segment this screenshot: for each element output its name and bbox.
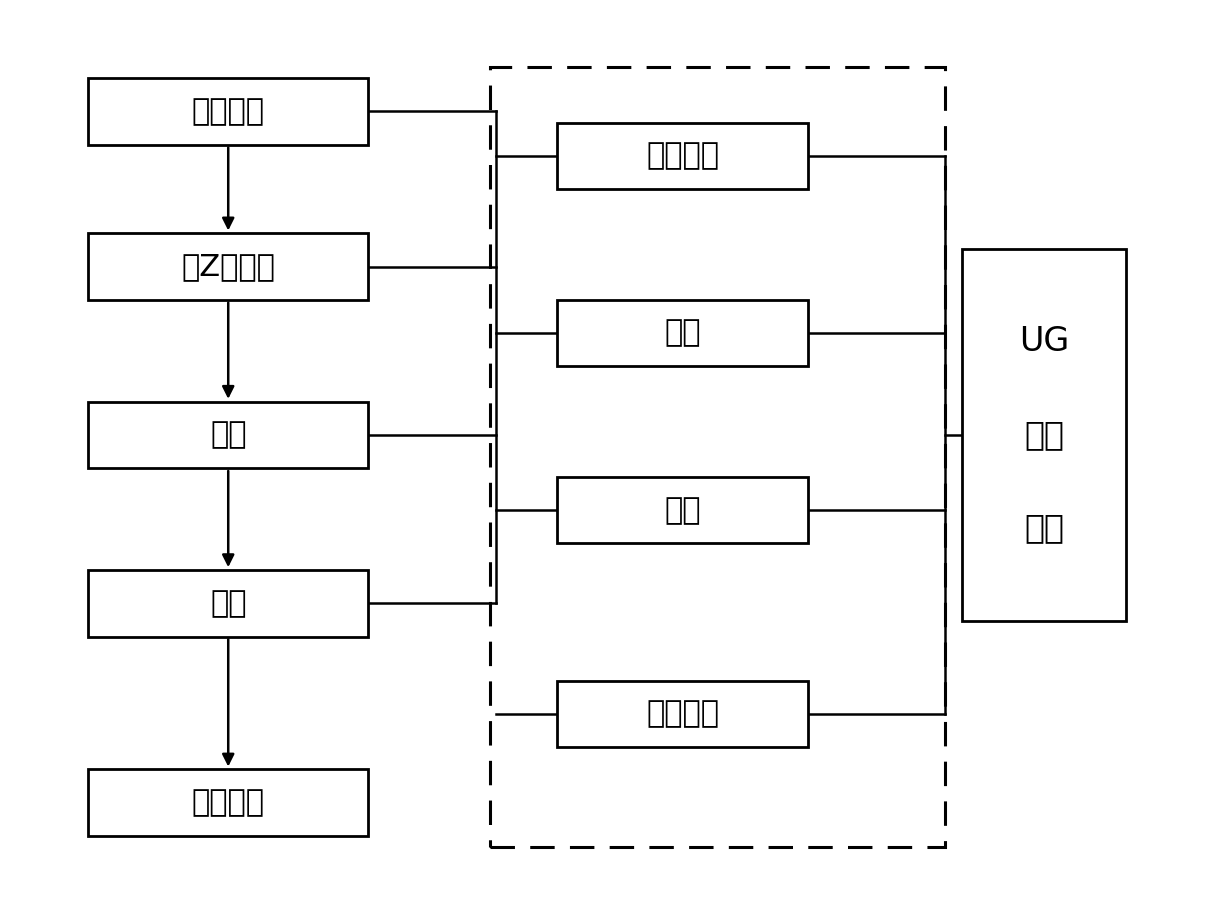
- Text: UG: UG: [1019, 326, 1070, 358]
- Text: 曲面: 曲面: [210, 420, 246, 450]
- Text: 点云数据: 点云数据: [192, 97, 265, 126]
- Bar: [963, 249, 1125, 621]
- Text: 曲线建模: 曲线建模: [646, 700, 719, 728]
- Bar: [89, 234, 368, 300]
- Bar: [89, 78, 368, 145]
- Bar: [557, 681, 809, 748]
- Text: 毛坯模型: 毛坯模型: [192, 788, 265, 817]
- Bar: [490, 67, 944, 847]
- Bar: [89, 770, 368, 836]
- Bar: [557, 123, 809, 189]
- Text: 曲线建模: 曲线建模: [646, 141, 719, 171]
- Text: 等Z值曲线: 等Z值曲线: [181, 252, 276, 282]
- Text: 生成: 生成: [664, 496, 700, 525]
- Text: 开发: 开发: [1025, 511, 1063, 545]
- Text: 实体: 实体: [210, 589, 246, 617]
- Bar: [557, 300, 809, 366]
- Text: 二次: 二次: [1025, 418, 1063, 451]
- Bar: [557, 477, 809, 544]
- Bar: [89, 570, 368, 637]
- Bar: [89, 402, 368, 468]
- Text: 拟合: 拟合: [664, 318, 700, 348]
